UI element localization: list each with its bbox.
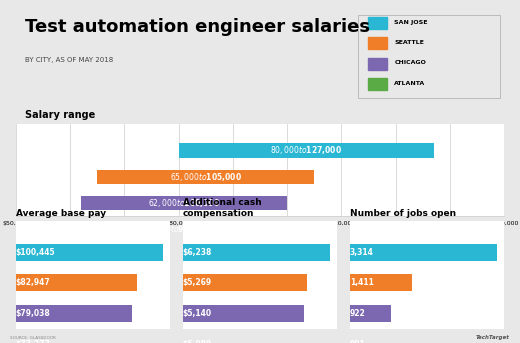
Bar: [16, 274, 137, 292]
Text: $61,000 to $98,000: $61,000 to $98,000: [142, 223, 209, 235]
Text: 901: 901: [350, 340, 366, 343]
Text: $62,000 to $100,000: $62,000 to $100,000: [148, 197, 220, 209]
Text: SOURCE: GLASSDOOR: SOURCE: GLASSDOOR: [10, 335, 56, 340]
Text: CHICAGO: CHICAGO: [395, 60, 426, 65]
Bar: [368, 17, 387, 29]
Text: $65,000 to $105,000: $65,000 to $105,000: [170, 171, 242, 183]
Text: $6,238: $6,238: [183, 248, 212, 257]
Text: Number of jobs open: Number of jobs open: [350, 209, 456, 218]
Bar: [350, 305, 391, 322]
Bar: [16, 305, 132, 322]
Text: $77,373: $77,373: [16, 340, 50, 343]
Bar: [368, 78, 387, 90]
Bar: [81, 196, 287, 210]
Text: BY CITY, AS OF MAY 2018: BY CITY, AS OF MAY 2018: [25, 57, 114, 62]
Bar: [183, 244, 330, 261]
Text: ATLANTA: ATLANTA: [395, 81, 426, 86]
Bar: [97, 169, 314, 184]
Text: Additional cash
compensation: Additional cash compensation: [183, 198, 262, 218]
Text: $5,089: $5,089: [183, 340, 212, 343]
Bar: [75, 222, 276, 236]
Bar: [178, 143, 434, 158]
Text: Test automation engineer salaries: Test automation engineer salaries: [25, 18, 370, 36]
Text: Salary range: Salary range: [25, 110, 96, 120]
Bar: [368, 58, 387, 70]
Text: $79,038: $79,038: [16, 309, 50, 318]
Text: $80,000 to $127,000: $80,000 to $127,000: [270, 144, 342, 156]
Bar: [183, 336, 303, 343]
Bar: [16, 244, 163, 261]
Bar: [16, 336, 129, 343]
Text: $82,947: $82,947: [16, 279, 50, 287]
Text: TechTarget: TechTarget: [476, 334, 510, 340]
Text: 1,411: 1,411: [350, 279, 374, 287]
Text: 3,314: 3,314: [350, 248, 374, 257]
Text: $5,269: $5,269: [183, 279, 212, 287]
Text: Average base pay: Average base pay: [16, 209, 106, 218]
Text: $5,140: $5,140: [183, 309, 212, 318]
Bar: [350, 244, 497, 261]
Bar: [350, 336, 390, 343]
Bar: [183, 274, 307, 292]
Text: SAN JOSE: SAN JOSE: [395, 20, 428, 25]
Bar: [368, 37, 387, 49]
Text: 922: 922: [350, 309, 366, 318]
Bar: [183, 305, 304, 322]
Text: $100,445: $100,445: [16, 248, 55, 257]
Bar: [350, 274, 412, 292]
Text: SEATTLE: SEATTLE: [395, 40, 424, 45]
